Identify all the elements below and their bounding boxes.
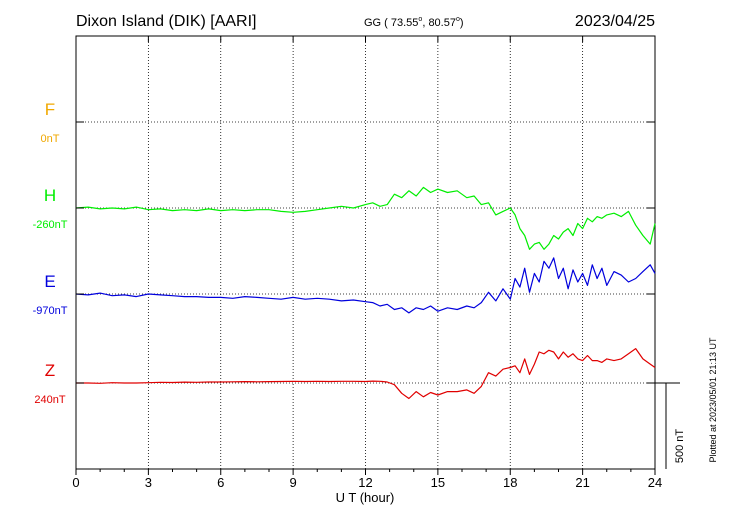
x-tick-label: 0 [72,475,79,490]
station-coordinates: GG ( 73.55o, 80.57o) [364,16,464,29]
grid-lines [76,36,655,469]
component-name-F: F [45,100,55,119]
x-axis-label: U T (hour) [336,490,395,505]
plotted-timestamp: Plotted at 2023/05/01 21:13 UT [708,337,718,463]
x-tick-label: 24 [648,475,662,490]
scale-bar-label: 500 nT [674,429,686,464]
component-name-Z: Z [45,361,55,380]
series-line-H [75,186,656,250]
x-tick-label: 21 [575,475,589,490]
component-baseline-E: -970nT [33,305,68,317]
chart-title: Dixon Island (DIK) [AARI] [76,13,257,30]
scale-bar: 500 nT [655,382,686,469]
x-tick-label: 6 [217,475,224,490]
x-tick-label: 12 [358,475,372,490]
component-name-E: E [44,272,55,291]
x-tick-label: 3 [145,475,152,490]
x-tick-label: 9 [290,475,297,490]
series-line-E [75,257,656,314]
component-name-H: H [44,186,56,205]
x-axis-tick-labels: 0 3 6 9 12 15 18 21 24 [72,475,662,490]
component-baseline-H: -260nT [33,219,68,231]
component-baseline-Z: 240nT [34,394,65,406]
series-line-Z [76,348,656,400]
component-labels: F 0nT H -260nT E -970nT Z 240nT [33,100,655,406]
series-layer [75,186,656,400]
x-axis-ticks [75,36,656,475]
x-tick-label: 18 [503,475,517,490]
component-baseline-F: 0nT [41,133,60,145]
chart-date: 2023/04/25 [575,13,655,30]
x-tick-label: 15 [431,475,445,490]
